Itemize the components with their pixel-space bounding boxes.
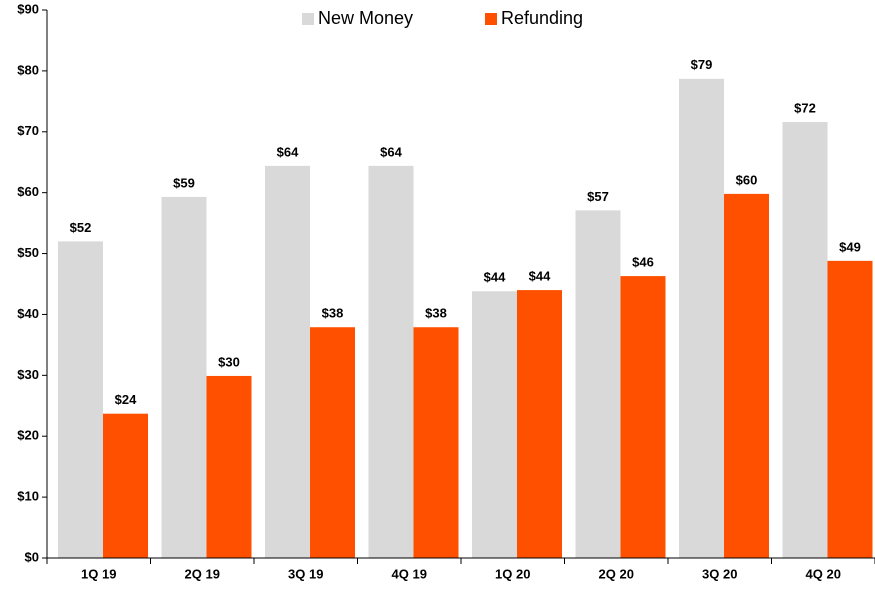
value-label: $59 — [173, 175, 195, 190]
value-label: $38 — [322, 306, 344, 321]
bar — [58, 241, 103, 558]
bar — [310, 327, 355, 558]
x-tick-label: 2Q 19 — [185, 566, 220, 581]
legend-swatch — [302, 13, 314, 25]
y-tick-label: $80 — [17, 62, 39, 77]
bar — [724, 193, 769, 558]
x-tick-label: 4Q 19 — [392, 566, 427, 581]
y-tick-label: $60 — [17, 184, 39, 199]
bar — [472, 291, 517, 558]
bar — [161, 196, 207, 558]
value-label: $52 — [70, 220, 92, 235]
value-label: $57 — [587, 189, 609, 204]
value-label: $38 — [425, 306, 447, 321]
bar — [517, 290, 562, 558]
bar — [206, 375, 252, 558]
y-tick-label: $20 — [17, 428, 39, 443]
value-label: $72 — [794, 100, 816, 115]
y-tick-label: $0 — [25, 549, 39, 564]
value-label: $64 — [277, 144, 299, 159]
y-tick-label: $40 — [17, 306, 39, 321]
x-tick-label: 2Q 20 — [599, 566, 634, 581]
y-tick-label: $10 — [17, 489, 39, 504]
bar — [368, 165, 414, 558]
bar — [782, 122, 828, 558]
y-tick-label: $70 — [17, 123, 39, 138]
value-label: $44 — [484, 270, 506, 285]
legend-label: Refunding — [501, 8, 583, 28]
bar — [413, 327, 459, 558]
bar — [103, 413, 148, 558]
x-tick-label: 4Q 20 — [806, 566, 841, 581]
bar — [827, 260, 873, 558]
x-tick-label: 3Q 19 — [288, 566, 323, 581]
value-label: $24 — [115, 392, 137, 407]
bar — [265, 165, 310, 558]
legend-label: New Money — [318, 8, 413, 28]
legend-swatch — [485, 13, 497, 25]
bar — [575, 210, 621, 558]
x-tick-label: 1Q 20 — [495, 566, 530, 581]
value-label: $49 — [839, 239, 861, 254]
bar — [679, 78, 724, 558]
x-tick-label: 3Q 20 — [702, 566, 737, 581]
value-label: $60 — [736, 172, 758, 187]
y-tick-label: $30 — [17, 367, 39, 382]
value-label: $30 — [218, 354, 240, 369]
value-label: $46 — [632, 255, 654, 270]
value-label: $44 — [529, 269, 551, 284]
x-tick-label: 1Q 19 — [81, 566, 116, 581]
bar — [620, 276, 666, 558]
value-label: $79 — [691, 57, 713, 72]
y-tick-label: $50 — [17, 245, 39, 260]
value-label: $64 — [380, 144, 402, 159]
y-tick-label: $90 — [17, 1, 39, 16]
